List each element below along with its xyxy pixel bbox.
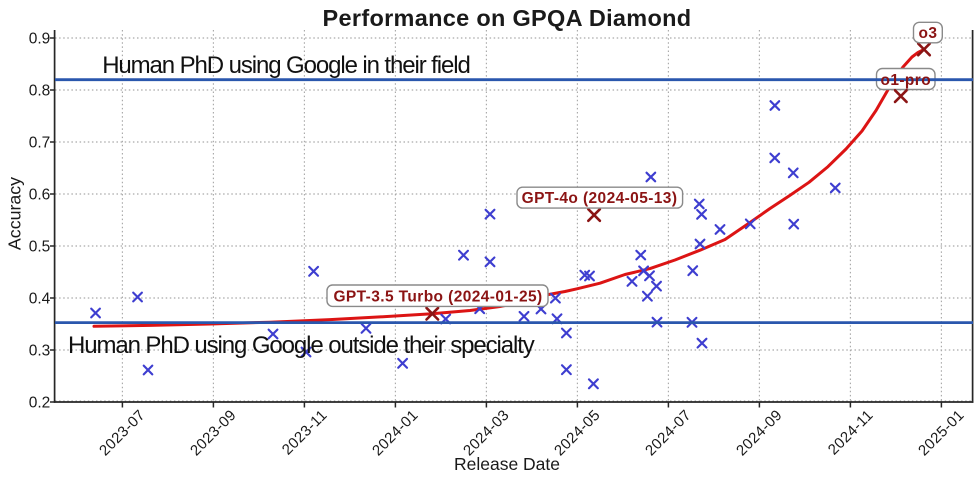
svg-text:0.7: 0.7 — [29, 134, 51, 151]
svg-text:o1-pro: o1-pro — [880, 72, 931, 89]
svg-text:0.9: 0.9 — [29, 30, 51, 47]
svg-text:Release Date: Release Date — [454, 454, 560, 474]
svg-text:Performance on GPQA Diamond: Performance on GPQA Diamond — [323, 5, 692, 31]
svg-text:0.8: 0.8 — [29, 82, 51, 99]
svg-text:0.2: 0.2 — [29, 394, 51, 411]
svg-text:0.3: 0.3 — [29, 342, 51, 359]
svg-text:Accuracy: Accuracy — [5, 177, 25, 250]
svg-text:GPT-4o (2024-05-13): GPT-4o (2024-05-13) — [522, 190, 678, 207]
svg-text:Human PhD using Google in thei: Human PhD using Google in their field — [102, 52, 470, 79]
svg-text:0.5: 0.5 — [29, 238, 51, 255]
svg-text:Human PhD using Google outside: Human PhD using Google outside their spe… — [68, 332, 535, 359]
svg-text:0.6: 0.6 — [29, 186, 51, 203]
svg-text:0.4: 0.4 — [29, 290, 51, 307]
svg-text:o3: o3 — [918, 25, 937, 42]
svg-text:GPT-3.5 Turbo (2024-01-25): GPT-3.5 Turbo (2024-01-25) — [333, 289, 542, 306]
